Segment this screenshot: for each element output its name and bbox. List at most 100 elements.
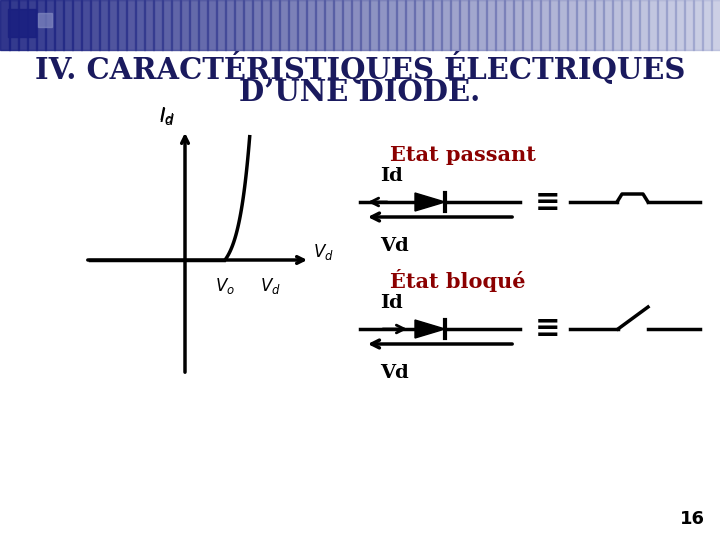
Bar — [693, 0, 703, 50]
Bar — [162, 0, 172, 50]
Text: Etat passant: Etat passant — [390, 145, 536, 165]
Bar — [540, 0, 550, 50]
Bar — [567, 0, 577, 50]
Bar — [288, 0, 298, 50]
Bar — [81, 0, 91, 50]
Text: $\mathit{I}_d$: $\mathit{I}_d$ — [159, 107, 175, 128]
Bar — [576, 0, 586, 50]
Text: 16: 16 — [680, 510, 705, 528]
Bar — [279, 0, 289, 50]
Bar — [594, 0, 604, 50]
Bar — [117, 0, 127, 50]
Text: État bloqué: État bloqué — [390, 269, 526, 292]
Bar — [684, 0, 694, 50]
Bar — [171, 0, 181, 50]
Bar — [9, 0, 19, 50]
Bar — [414, 0, 424, 50]
Bar — [99, 0, 109, 50]
Bar — [189, 0, 199, 50]
Bar — [486, 0, 496, 50]
Bar — [252, 0, 262, 50]
Bar — [675, 0, 685, 50]
Bar — [702, 0, 712, 50]
Bar — [387, 0, 397, 50]
Bar — [378, 0, 388, 50]
Bar — [72, 0, 82, 50]
Bar — [54, 0, 64, 50]
Bar — [468, 0, 478, 50]
Bar — [549, 0, 559, 50]
Bar — [45, 0, 55, 50]
Bar — [351, 0, 361, 50]
Bar — [198, 0, 208, 50]
Text: ≡: ≡ — [535, 314, 561, 343]
Bar — [8, 9, 36, 37]
Bar — [621, 0, 631, 50]
Bar — [585, 0, 595, 50]
Bar — [207, 0, 217, 50]
Bar — [432, 0, 442, 50]
Bar — [333, 0, 343, 50]
Bar — [225, 0, 235, 50]
Text: Vd: Vd — [380, 237, 409, 255]
Bar — [639, 0, 649, 50]
Bar — [261, 0, 271, 50]
Text: Id: Id — [380, 167, 402, 185]
Text: $\mathit{V}_o$: $\mathit{V}_o$ — [215, 276, 235, 296]
Bar — [306, 0, 316, 50]
Bar — [243, 0, 253, 50]
Bar — [270, 0, 280, 50]
Bar — [531, 0, 541, 50]
Bar — [477, 0, 487, 50]
Bar — [297, 0, 307, 50]
Bar — [38, 13, 52, 27]
Bar — [153, 0, 163, 50]
Polygon shape — [415, 320, 445, 338]
Bar — [135, 0, 145, 50]
Bar — [324, 0, 334, 50]
Bar — [144, 0, 154, 50]
Text: IV. CARACTÉRISTIQUES ÉLECTRIQUES: IV. CARACTÉRISTIQUES ÉLECTRIQUES — [35, 52, 685, 85]
Bar — [216, 0, 226, 50]
Bar — [342, 0, 352, 50]
Bar — [612, 0, 622, 50]
Bar — [459, 0, 469, 50]
Bar — [369, 0, 379, 50]
Bar — [36, 0, 46, 50]
Bar — [657, 0, 667, 50]
Bar — [513, 0, 523, 50]
Bar — [63, 0, 73, 50]
Bar — [18, 0, 28, 50]
Bar — [0, 0, 10, 50]
Bar — [522, 0, 532, 50]
Bar — [504, 0, 514, 50]
Bar — [396, 0, 406, 50]
Polygon shape — [415, 193, 445, 211]
Bar — [90, 0, 100, 50]
Bar — [495, 0, 505, 50]
Text: D’UNE DIODE.: D’UNE DIODE. — [239, 78, 481, 107]
Bar — [180, 0, 190, 50]
Bar — [711, 0, 720, 50]
Bar — [405, 0, 415, 50]
Bar — [630, 0, 640, 50]
Bar — [27, 0, 37, 50]
Text: $\mathit{V}_d$: $\mathit{V}_d$ — [260, 276, 280, 296]
Bar — [648, 0, 658, 50]
Bar — [558, 0, 568, 50]
Text: $\mathit{V}_d$: $\mathit{V}_d$ — [313, 242, 334, 262]
Text: Id: Id — [380, 294, 402, 312]
Text: ≡: ≡ — [535, 187, 561, 217]
Bar — [108, 0, 118, 50]
Bar — [234, 0, 244, 50]
Bar — [450, 0, 460, 50]
Bar — [603, 0, 613, 50]
Bar — [441, 0, 451, 50]
Bar — [423, 0, 433, 50]
Bar — [315, 0, 325, 50]
Text: $\mathit{I}_d$: $\mathit{I}_d$ — [159, 105, 175, 125]
Bar — [666, 0, 676, 50]
Bar — [126, 0, 136, 50]
Text: Vd: Vd — [380, 364, 409, 382]
Bar — [360, 0, 370, 50]
